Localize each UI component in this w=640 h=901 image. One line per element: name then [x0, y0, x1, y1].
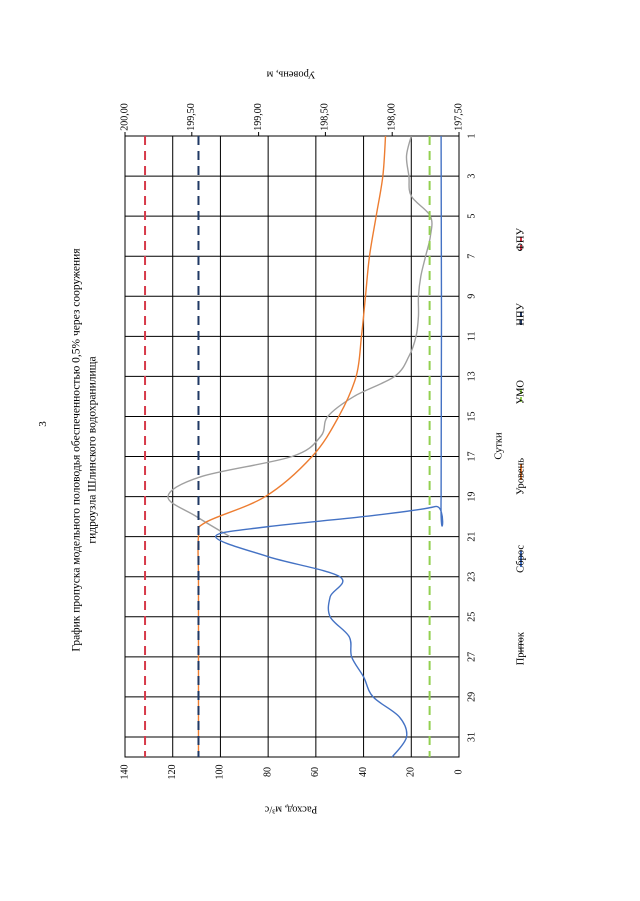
y-right-tick-label: 199,00	[253, 103, 264, 131]
y-left-tick-label: 40	[358, 767, 369, 777]
y-left-axis-title: Расход, м³/с	[264, 804, 317, 815]
chart-title-line2: гидроузла Шлинского водохранилища	[87, 356, 99, 543]
legend-label: УМО	[515, 380, 526, 405]
legend-label: Уровень	[515, 458, 526, 495]
legend-label: Приток	[515, 631, 526, 665]
y-left-tick-label: 80	[262, 767, 273, 777]
x-tick-label: 17	[466, 452, 477, 462]
series-line-2	[214, 135, 444, 758]
y-left-tick-label: 120	[167, 765, 178, 780]
x-tick-label: 1	[466, 134, 477, 139]
x-axis-title: Сутки	[493, 432, 504, 460]
y-left-tick-label: 0	[453, 770, 464, 775]
x-tick-label: 11	[466, 332, 477, 342]
x-tick-label: 13	[466, 371, 477, 381]
y-left-tick-label: 100	[215, 765, 226, 780]
y-right-tick-label: 199,50	[186, 103, 197, 131]
y-left-tick-label: 60	[310, 767, 321, 777]
y-right-axis-title: Уровень, м	[266, 69, 315, 80]
x-tick-label: 27	[466, 652, 477, 662]
x-tick-label: 19	[466, 492, 477, 502]
y-left-tick-label: 20	[406, 767, 417, 777]
x-tick-label: 7	[466, 254, 477, 259]
y-right-tick-label: 197,50	[453, 103, 464, 131]
y-right-tick-label: 198,00	[386, 103, 397, 131]
legend-label: ФПУ	[515, 227, 526, 251]
y-right-tick-label: 200,00	[119, 103, 130, 131]
x-tick-label: 15	[466, 411, 477, 421]
x-tick-label: 31	[466, 732, 477, 742]
plot-area	[124, 135, 460, 758]
legend-label: НПУ	[515, 302, 526, 325]
x-tick-label: 9	[466, 294, 477, 299]
x-tick-label: 29	[466, 692, 477, 702]
legend-label: Сброс	[515, 545, 526, 573]
series-line-3	[197, 135, 387, 757]
y-right-tick-label: 198,50	[320, 103, 331, 131]
series-line-1	[167, 135, 433, 538]
chart-title-line1: График пропуска модельного половодья обе…	[71, 248, 83, 652]
x-tick-label: 25	[466, 612, 477, 622]
x-tick-label: 23	[466, 572, 477, 582]
x-tick-label: 3	[466, 174, 477, 179]
y-left-tick-label: 140	[119, 765, 130, 780]
x-tick-label: 5	[466, 214, 477, 219]
x-tick-label: 21	[466, 532, 477, 542]
